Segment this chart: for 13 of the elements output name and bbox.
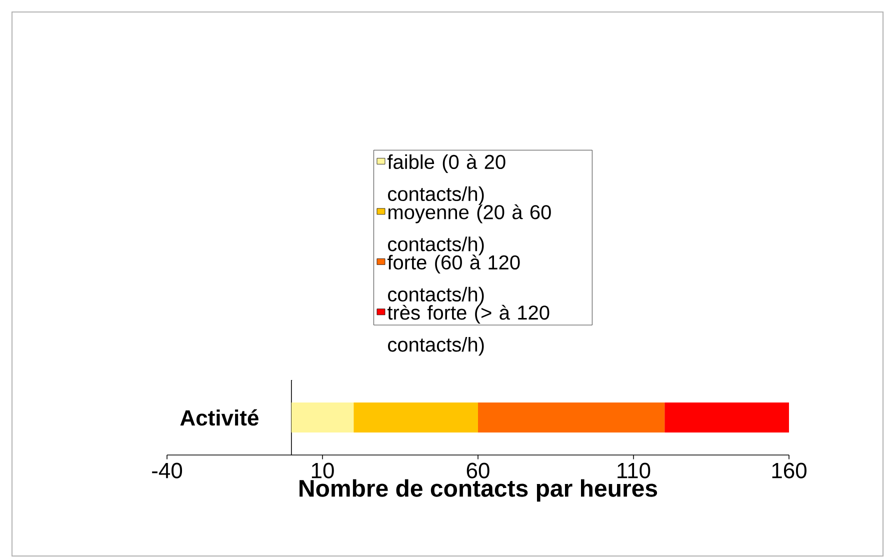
bar [664, 402, 789, 432]
legend-label: faible (0 à 20 contacts/h) [387, 154, 506, 206]
legend-label: très forte (> à 120 contacts/h) [387, 304, 550, 356]
x-tick-label: 160 [772, 462, 806, 478]
x-tick-label: 60 [466, 462, 490, 478]
legend-label: moyenne (20 à 60 contacts/h) [388, 204, 551, 256]
x-tick-label: -40 [152, 462, 182, 478]
x-axis-title: Nombre de contacts par heures [300, 479, 658, 502]
y-tick-label: Activité [180, 409, 258, 426]
x-tick-label: 10 [312, 462, 334, 478]
legend-label: forte (60 à 120 contacts/h) [387, 254, 520, 306]
bar [478, 402, 665, 432]
x-tick-label: 110 [618, 462, 650, 478]
